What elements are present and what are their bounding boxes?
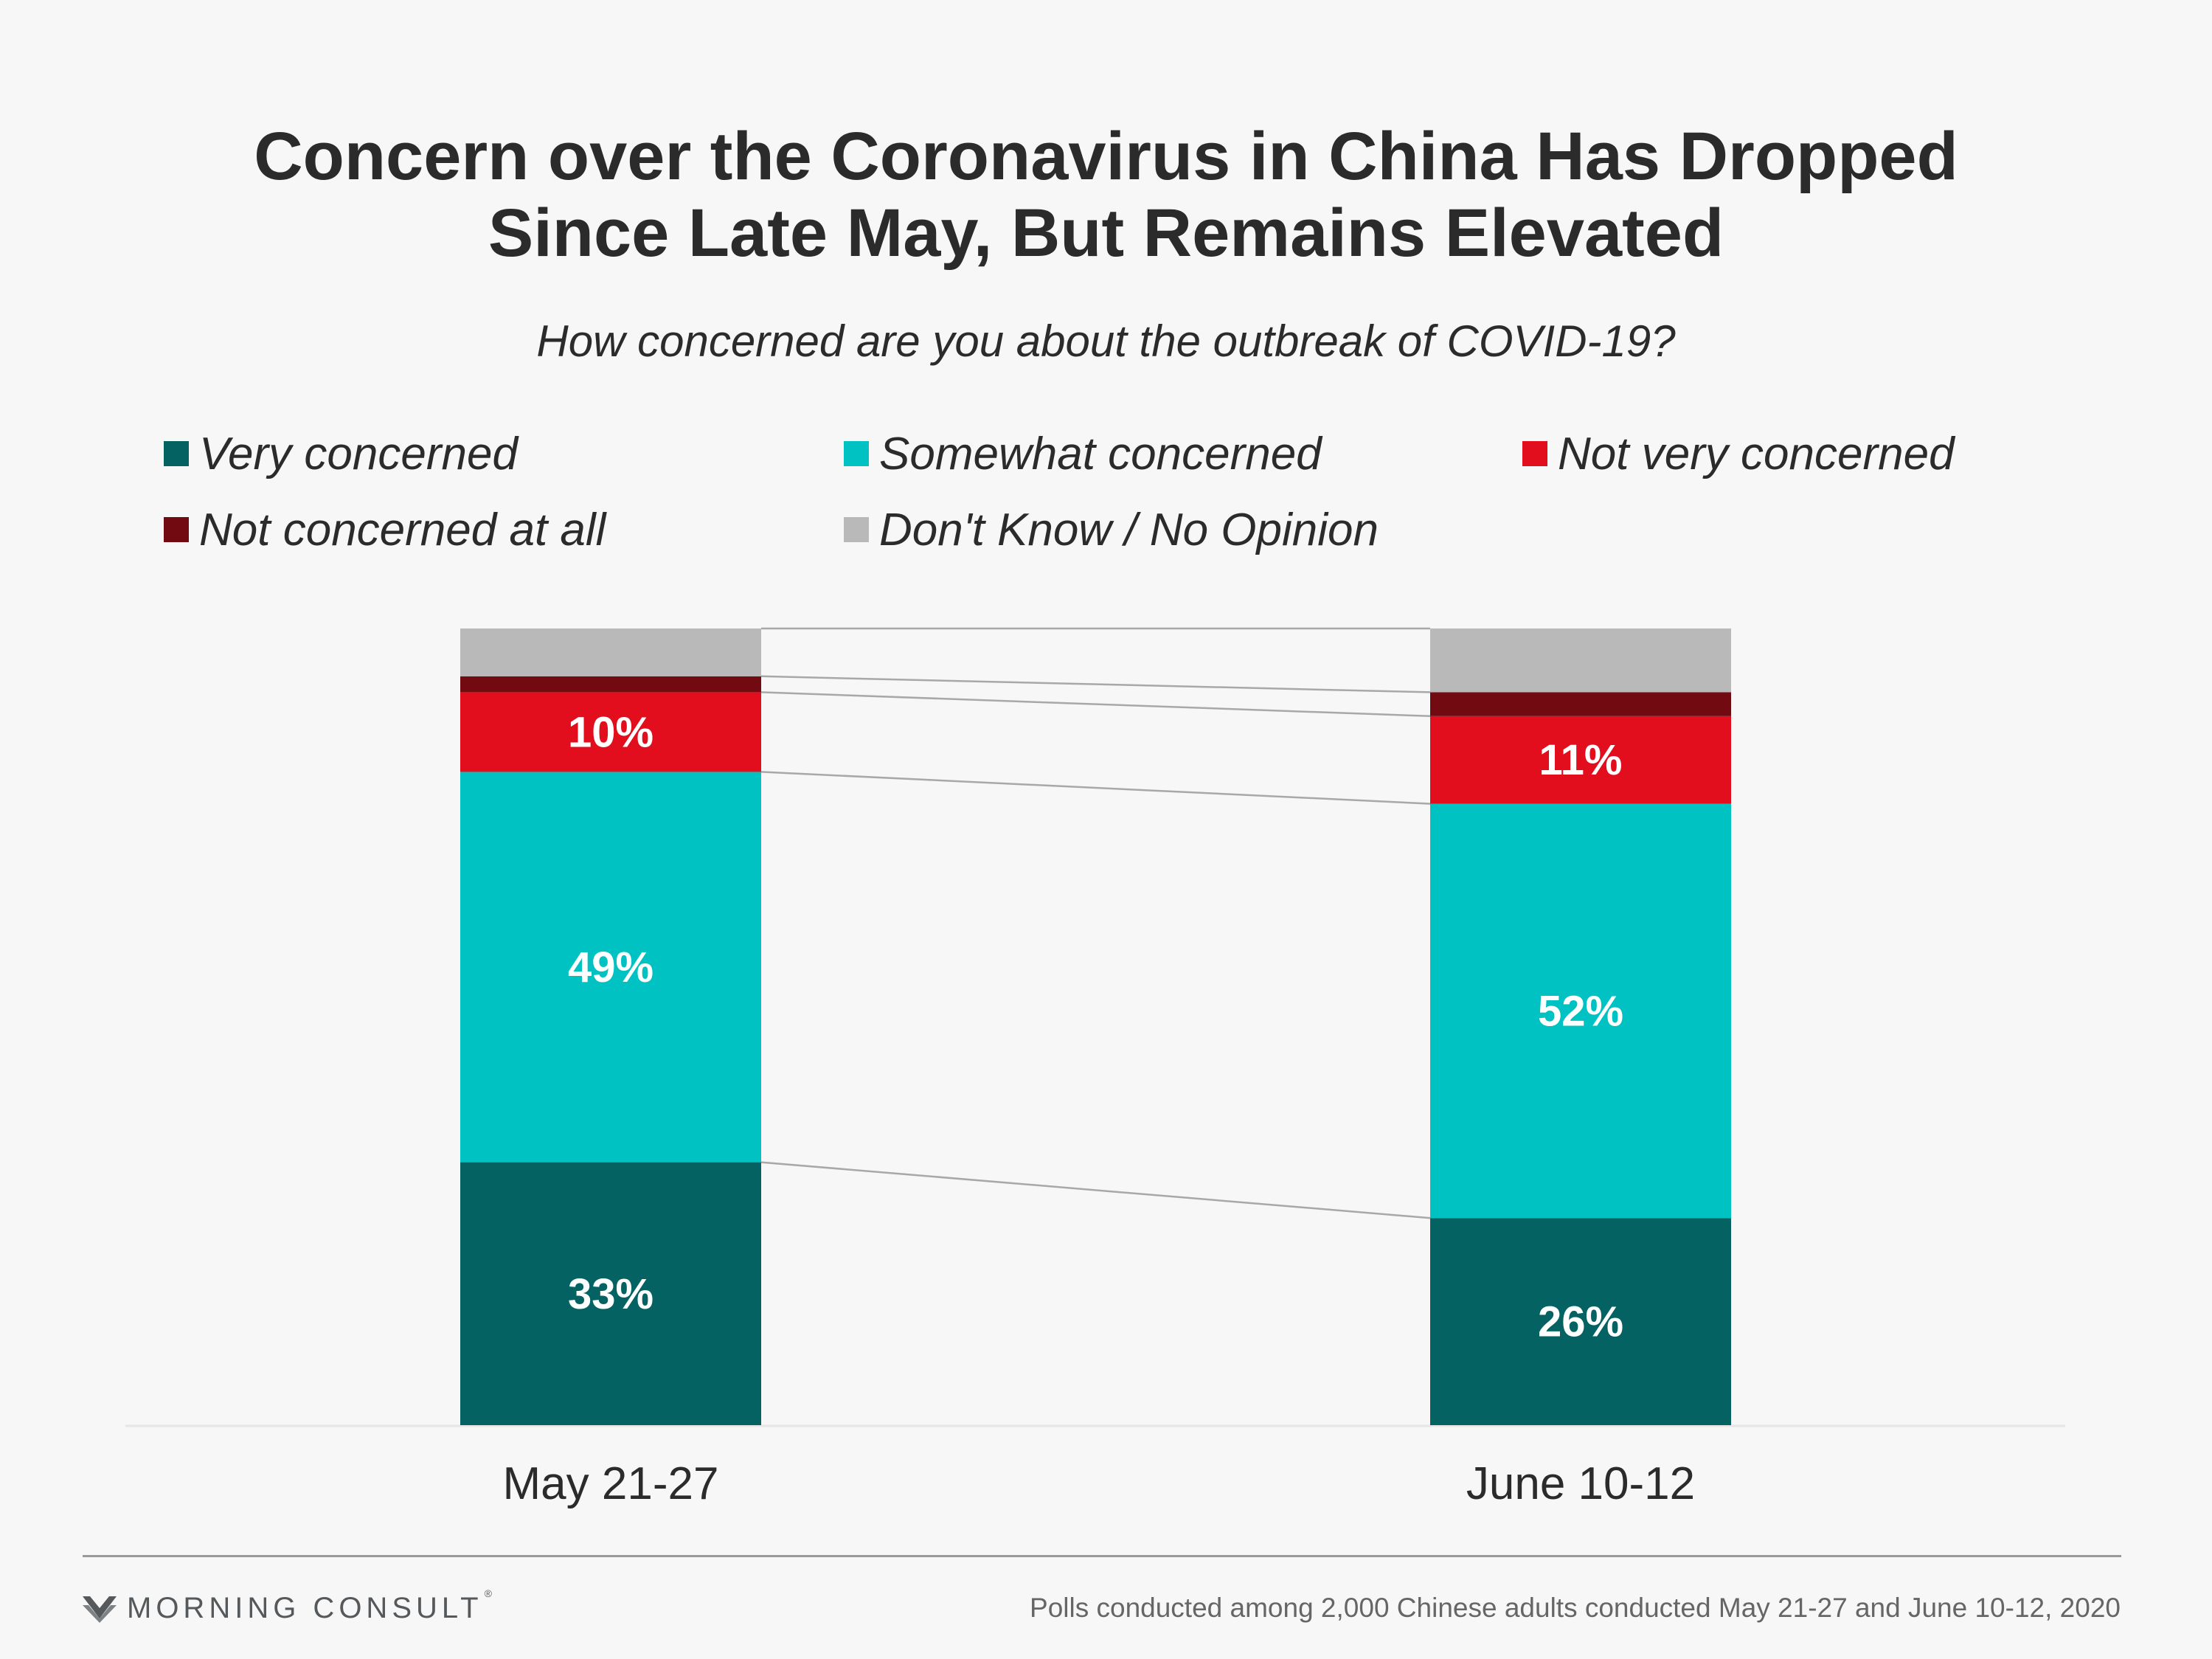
data-label-somewhat-concerned-may-21-27: 49% bbox=[568, 943, 653, 991]
legend-label-not-concerned-at-all: Not concerned at all bbox=[199, 504, 606, 555]
legend-item-somewhat-concerned: Somewhat concerned bbox=[844, 428, 1322, 479]
connector-line-somewhat-concerned bbox=[760, 771, 1431, 805]
brand-name: MORNING CONSULT bbox=[127, 1591, 483, 1624]
legend-swatch-not-concerned-at-all bbox=[164, 517, 189, 542]
connector-line-not-concerned-at-all bbox=[760, 675, 1431, 693]
morning-consult-logo-icon bbox=[83, 1596, 117, 1623]
bar-segment-somewhat-concerned-june-10-12 bbox=[1430, 803, 1731, 1219]
brand: MORNING CONSULT ® bbox=[83, 1587, 492, 1629]
title-line-1: Concern over the Coronavirus in China Ha… bbox=[254, 119, 1958, 194]
bar-segment-don-t-know-no-opinion-june-10-12 bbox=[1430, 628, 1731, 693]
bar-segment-not-concerned-at-all-june-10-12 bbox=[1430, 692, 1731, 716]
legend-swatch-not-very-concerned bbox=[1522, 441, 1547, 466]
legend-swatch-very-concerned bbox=[164, 441, 189, 466]
bar-segment-not-concerned-at-all-may-21-27 bbox=[460, 676, 761, 693]
x-tick-label-may-21-27: May 21-27 bbox=[503, 1458, 719, 1509]
legend-label-not-very-concerned: Not very concerned bbox=[1558, 428, 1955, 479]
legend-label-somewhat-concerned: Somewhat concerned bbox=[879, 428, 1322, 479]
data-label-not-very-concerned-june-10-12: 11% bbox=[1539, 736, 1623, 784]
connector-line-very-concerned bbox=[760, 1161, 1431, 1219]
legend-item-not-concerned-at-all: Not concerned at all bbox=[164, 504, 606, 555]
bar-segment-not-very-concerned-may-21-27 bbox=[460, 692, 761, 772]
legend-item-dont-know: Don't Know / No Opinion bbox=[844, 504, 1379, 555]
chart-title: Concern over the Coronavirus in China Ha… bbox=[0, 118, 2212, 271]
legend-item-very-concerned: Very concerned bbox=[164, 428, 518, 479]
title-line-2: Since Late May, But Remains Elevated bbox=[488, 195, 1724, 271]
data-label-somewhat-concerned-june-10-12: 52% bbox=[1538, 987, 1623, 1035]
bar-segment-very-concerned-may-21-27 bbox=[460, 1162, 761, 1425]
legend-swatch-somewhat-concerned bbox=[844, 441, 869, 466]
x-tick-label-june-10-12: June 10-12 bbox=[1466, 1458, 1695, 1509]
legend-label-dont-know: Don't Know / No Opinion bbox=[879, 504, 1379, 555]
legend-item-not-very-concerned: Not very concerned bbox=[1522, 428, 1955, 479]
bar-segment-don-t-know-no-opinion-may-21-27 bbox=[460, 628, 761, 676]
data-label-very-concerned-june-10-12: 26% bbox=[1538, 1298, 1623, 1346]
legend-label-very-concerned: Very concerned bbox=[199, 428, 518, 479]
bar-segment-somewhat-concerned-may-21-27 bbox=[460, 772, 761, 1163]
chart-subtitle: How concerned are you about the outbreak… bbox=[536, 316, 1676, 366]
bar-segment-very-concerned-june-10-12 bbox=[1430, 1218, 1731, 1425]
source-note: Polls conducted among 2,000 Chinese adul… bbox=[1030, 1593, 2121, 1623]
brand-trademark: ® bbox=[484, 1587, 492, 1599]
legend-swatch-dont-know bbox=[844, 517, 869, 542]
footer-divider bbox=[83, 1555, 2121, 1557]
data-label-not-very-concerned-may-21-27: 10% bbox=[568, 708, 653, 756]
connector-line-not-very-concerned bbox=[760, 691, 1431, 718]
data-label-very-concerned-may-21-27: 33% bbox=[568, 1270, 653, 1318]
bar-segment-not-very-concerned-june-10-12 bbox=[1430, 716, 1731, 804]
